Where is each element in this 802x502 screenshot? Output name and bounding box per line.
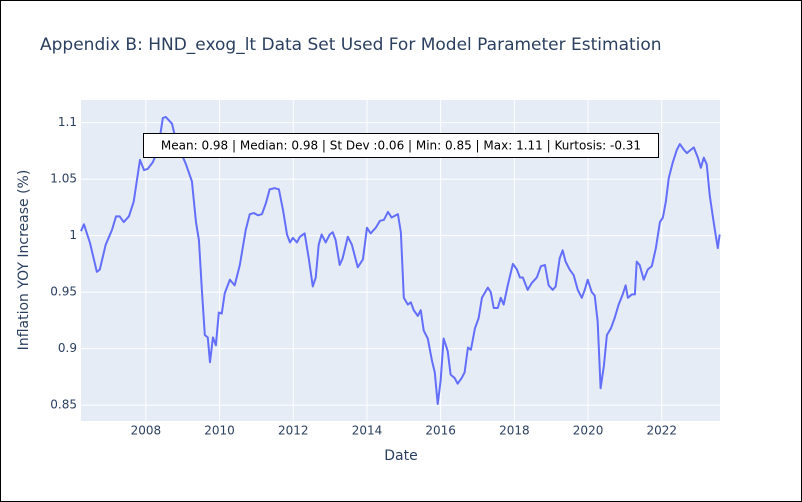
- x-tick-label: 2010: [204, 424, 235, 438]
- x-tick-label: 2012: [278, 424, 309, 438]
- y-tick-label: 1: [69, 228, 77, 242]
- data-line: [80, 115, 721, 406]
- y-tick-label: 0.85: [50, 398, 77, 412]
- x-tick-label: 2020: [573, 424, 604, 438]
- x-tick-label: 2008: [131, 424, 162, 438]
- chart-title: Appendix B: HND_exog_lt Data Set Used Fo…: [40, 35, 662, 55]
- y-axis-label: Inflation YOY Increase (%): [16, 170, 32, 351]
- y-tick-label: 0.9: [58, 341, 77, 355]
- x-tick-label: 2014: [352, 424, 383, 438]
- annotation-box: [143, 133, 659, 158]
- y-tick-label: 1.05: [50, 172, 77, 186]
- y-tick-label: 1.1: [58, 115, 77, 129]
- annotation: Mean: 0.98 | Median: 0.98 | St Dev :0.06…: [161, 139, 641, 153]
- x-tick-label: 2018: [499, 424, 530, 438]
- x-tick-label: 2016: [425, 424, 456, 438]
- x-tick-label: 2022: [647, 424, 678, 438]
- y-tick-label: 0.95: [50, 285, 77, 299]
- x-axis-label: Date: [384, 448, 417, 464]
